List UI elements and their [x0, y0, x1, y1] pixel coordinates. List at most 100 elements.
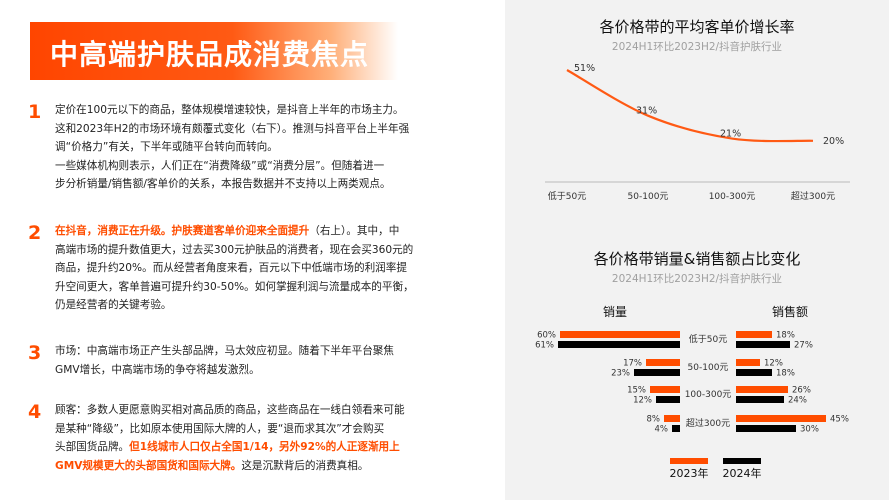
bar [736, 415, 826, 422]
bar [560, 331, 680, 338]
text-run: GMV增长，中高端市场的争夺将越发激烈。 [55, 363, 260, 376]
paragraph-line: 步分析销量/销售额/客单价的关系，本报告数据并不支持以上两类观点。 [55, 175, 425, 194]
paragraph-line: 高端市场的提升数值更大，过去买300元护肤品的消费者，现在会买360元的 [55, 241, 425, 260]
text-run: 这和2023年H2的市场环境有颇覆式变化（右下）。推测与抖音平台上半年强 [55, 122, 410, 135]
category-label: 低于50元 [689, 333, 727, 345]
point-text-3: 市场：中高端市场正产生头部品牌，马太效应初显。随着下半年平台聚焦 GMV增长，中高… [55, 342, 425, 379]
avg-price-growth-line-chart: 各价格带的平均客单价增长率 2024H1环比2023H2/抖音护肤行业 51% 低… [545, 18, 850, 202]
highlighted-text: 但1线城市人口仅占全国1/14，另外92%的人正逐渐用上 [129, 441, 400, 453]
bar [736, 396, 784, 403]
text-run: 市场：中高端市场正产生头部品牌，马太效应初显。随着下半年平台聚焦 [55, 345, 394, 357]
legend-label: 2024年 [723, 466, 762, 480]
text-run: 步分析销量/销售额/客单价的关系，本报告数据并不支持以上两类观点。 [55, 178, 391, 190]
data-label: 20% [823, 136, 844, 147]
x-tick-label: 100-300元 [709, 192, 756, 202]
point-number-1: 1 [28, 101, 42, 123]
x-tick-label: 50-100元 [628, 192, 669, 202]
paragraph-line: 在抖音，消费正在升级。护肤赛道客单价迎来全面提升（右上）。其中，中 [55, 222, 425, 241]
highlighted-text: 在抖音，消费正在升级。护肤赛道客单价迎来全面提升 [55, 225, 310, 237]
bar-value-label: 8% [647, 415, 661, 425]
point-number-4: 4 [28, 401, 42, 423]
paragraph-line: 一些媒体机构则表示，人们正在“消费降级”或“消费分层”。但随着进一 [55, 157, 425, 176]
legend-swatch [670, 458, 708, 464]
chart-panel: 各价格带的平均客单价增长率 2024H1环比2023H2/抖音护肤行业 51% 低… [505, 0, 889, 500]
text-run: 高端市场的提升数值更大，过去买300元护肤品的消费者，现在会买360元的 [55, 243, 414, 256]
paragraph-line: 是某种“降级”，比如原本使用国际大牌的人，要“退而求其次”才会购买 [55, 420, 425, 439]
text-run: 一些媒体机构则表示，人们正在“消费降级”或“消费分层”。但随着进一 [55, 159, 385, 172]
bar [736, 369, 772, 376]
paragraph-line: 商品，提升约20%。而从经营者角度来看，百元以下中低端市场的利润率提 [55, 259, 425, 278]
legend-swatch [723, 458, 761, 464]
text-run: 升空间更大，客单普遍可提升约30-50%。如何掌握利润与流量成本的平衡， [55, 280, 414, 293]
text-run: 调“价格力”有关，下半年或随平台转向而转向。 [55, 141, 278, 153]
paragraph-line: 头部国货品牌。但1线城市人口仅占全国1/14，另外92%的人正逐渐用上 [55, 438, 425, 457]
text-run: 商品，提升约20%。而从经营者角度来看，百元以下中低端市场的利润率提 [55, 262, 407, 274]
bar [664, 415, 680, 422]
bar [656, 396, 680, 403]
bar [736, 331, 772, 338]
data-label: 51% [574, 63, 595, 74]
text-run: 定价在100元以下的商品，整体规模增速较快，是抖音上半年的市场主力。 [55, 104, 404, 116]
bar-value-label: 60% [537, 331, 556, 341]
text-run: 顾客：多数人更愿意购买相对高品质的商品，这些商品在一线白领看来可能 [55, 404, 405, 416]
paragraph-line: 仍是经营者的关键考验。 [55, 296, 425, 315]
bar-value-label: 12% [764, 359, 783, 369]
category-label: 超过300元 [686, 417, 730, 429]
text-run: 这是沉默背后的消费真相。 [241, 459, 369, 472]
bar-value-label: 45% [830, 415, 849, 425]
bar-value-label: 23% [611, 369, 630, 379]
legend-label: 2023年 [670, 466, 709, 480]
bar [736, 359, 760, 366]
bar-value-label: 15% [627, 386, 646, 396]
text-run: 是某种“降级”，比如原本使用国际大牌的人，要“退而求其次”才会购买 [55, 422, 385, 435]
bar [650, 386, 680, 393]
text-panel: 中高端护肤品成消费焦点 1 定价在100元以下的商品，整体规模增速较快，是抖音上… [28, 22, 425, 475]
point-number-3: 3 [28, 342, 42, 364]
x-tick-label: 低于50元 [548, 190, 586, 202]
paragraph-line: 顾客：多数人更愿意购买相对高品质的商品，这些商品在一线白领看来可能 [55, 401, 425, 420]
bar [736, 341, 790, 348]
paragraph-line: 升空间更大，客单普遍可提升约30-50%。如何掌握利润与流量成本的平衡， [55, 278, 425, 297]
paragraph-line: GMV规模更大的头部国货和国际大牌。这是沉默背后的消费真相。 [55, 457, 425, 476]
paragraph-line: 调“价格力”有关，下半年或随平台转向而转向。 [55, 138, 425, 157]
bar [736, 386, 788, 393]
series-line [566, 69, 814, 143]
text-run: 仍是经营者的关键考验。 [55, 299, 172, 311]
bar-chart-title: 各价格带销量&销售额占比变化 [594, 250, 801, 268]
point-text-4: 顾客：多数人更愿意购买相对高品质的商品，这些商品在一线白领看来可能 是某种“降级”… [55, 401, 425, 475]
bar-value-label: 61% [535, 341, 554, 351]
bar-value-label: 27% [794, 341, 813, 351]
paragraph-line: GMV增长，中高端市场的争夺将越发激烈。 [55, 361, 425, 380]
point-number-2: 2 [28, 222, 42, 244]
bar [736, 425, 796, 432]
page-title: 中高端护肤品成消费焦点 [50, 38, 370, 71]
bar-chart-subtitle: 2024H1环比2023H2/抖音护肤行业 [612, 272, 782, 285]
bar-value-label: 17% [623, 359, 642, 369]
paragraph-line: 市场：中高端市场正产生头部品牌，马太效应初显。随着下半年平台聚焦 [55, 342, 425, 361]
text-run: （右上）。其中，中 [309, 225, 400, 237]
point-text-2: 在抖音，消费正在升级。护肤赛道客单价迎来全面提升（右上）。其中，中高端市场的提升… [55, 222, 425, 315]
line-chart-subtitle: 2024H1环比2023H2/抖音护肤行业 [612, 40, 782, 53]
share-change-bar-chart: 各价格带销量&销售额占比变化 2024H1环比2023H2/抖音护肤行业 销量 … [535, 250, 849, 480]
bar-value-label: 26% [792, 386, 811, 396]
bar-value-label: 18% [776, 369, 795, 379]
title-banner [30, 22, 398, 80]
bar [646, 359, 680, 366]
text-run: 头部国货品牌。 [55, 441, 130, 453]
highlighted-text: GMV规模更大的头部国货和国际大牌。 [55, 459, 242, 472]
line-chart-title: 各价格带的平均客单价增长率 [599, 18, 794, 36]
panel-label-sales: 销售额 [772, 304, 808, 319]
bar [672, 425, 680, 432]
data-label: 21% [720, 129, 741, 140]
bar-value-label: 24% [788, 396, 807, 406]
bar-value-label: 4% [655, 425, 669, 435]
paragraph-line: 定价在100元以下的商品，整体规模增速较快，是抖音上半年的市场主力。 [55, 101, 425, 120]
x-tick-label: 超过300元 [791, 190, 835, 202]
category-label: 100-300元 [685, 390, 732, 400]
panel-label-volume: 销量 [603, 305, 627, 319]
bar-value-label: 18% [776, 331, 795, 341]
bar [634, 369, 680, 376]
data-label: 31% [636, 106, 657, 117]
paragraph-line: 这和2023年H2的市场环境有颇覆式变化（右下）。推测与抖音平台上半年强 [55, 120, 425, 139]
bar [558, 341, 680, 348]
